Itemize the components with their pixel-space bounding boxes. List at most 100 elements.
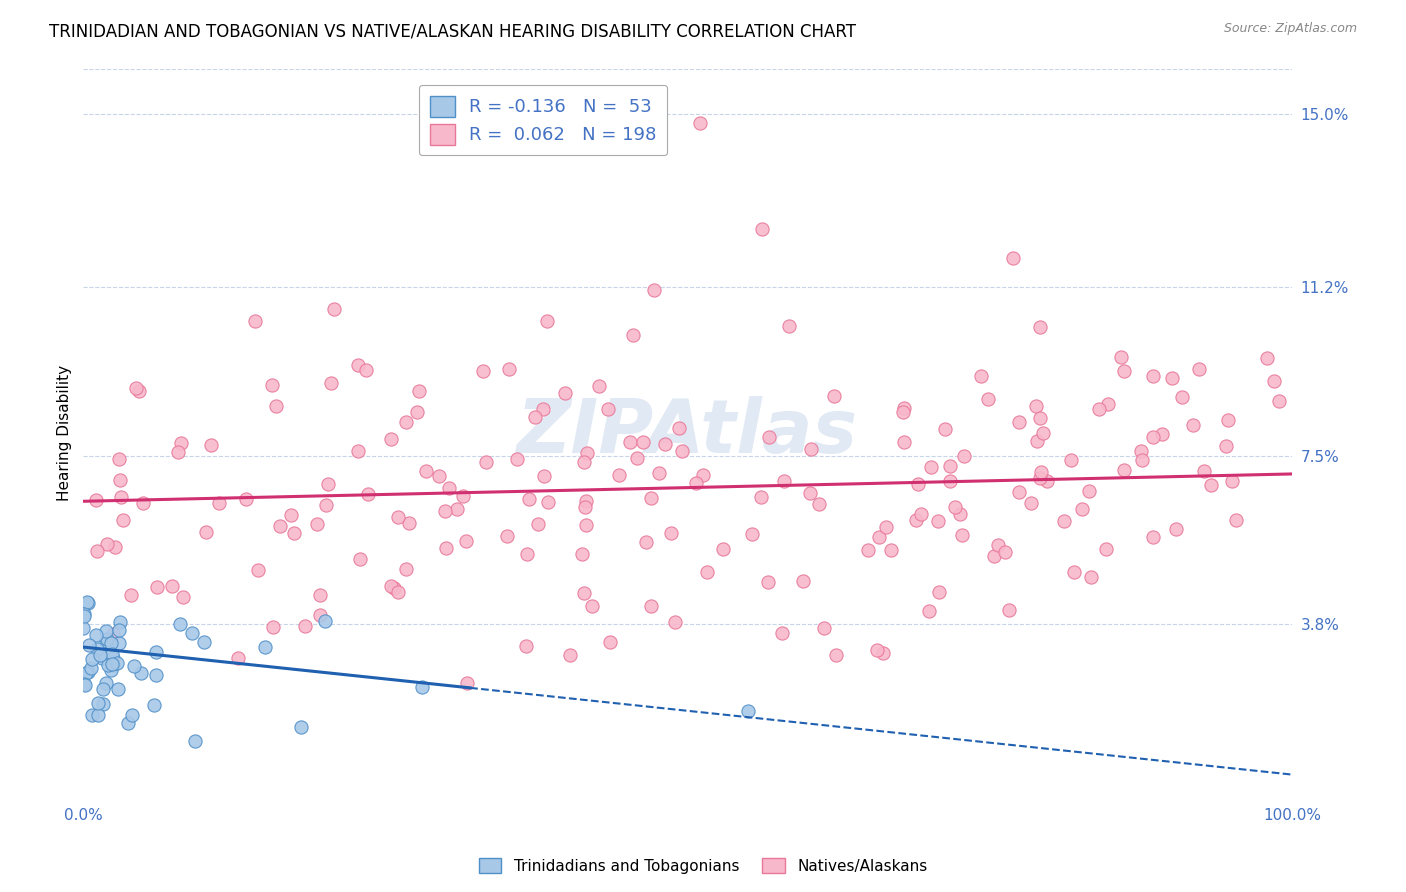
Point <box>108 636 131 650</box>
Text: TRINIDADIAN AND TOBAGONIAN VS NATIVE/ALASKAN HEARING DISABILITY CORRELATION CHAR: TRINIDADIAN AND TOBAGONIAN VS NATIVE/ALA… <box>49 22 856 40</box>
Point <box>75 665 97 680</box>
Point <box>599 635 621 649</box>
Point <box>305 517 328 532</box>
Point <box>434 541 457 555</box>
Point <box>183 734 205 748</box>
Point <box>880 542 903 557</box>
Point <box>659 526 682 541</box>
Point <box>387 510 409 524</box>
Point <box>193 635 215 649</box>
Point <box>536 314 558 328</box>
Point <box>904 513 927 527</box>
Point <box>395 562 418 576</box>
Point <box>108 473 131 487</box>
Point <box>1052 514 1074 528</box>
Point <box>76 595 98 609</box>
Point <box>1188 362 1211 376</box>
Point <box>939 458 962 473</box>
Point <box>868 530 890 544</box>
Point <box>749 490 772 504</box>
Point <box>96 537 118 551</box>
Point <box>572 455 595 469</box>
Point <box>108 623 131 637</box>
Point <box>73 609 96 624</box>
Point <box>695 566 717 580</box>
Point <box>1112 463 1135 477</box>
Point <box>145 668 167 682</box>
Point <box>575 494 598 508</box>
Point <box>772 474 794 488</box>
Point <box>813 621 835 635</box>
Point <box>1025 434 1047 449</box>
Point <box>110 615 132 629</box>
Point <box>1256 351 1278 366</box>
Point <box>640 491 662 505</box>
Point <box>349 551 371 566</box>
Point <box>96 634 118 648</box>
Point <box>866 642 889 657</box>
Point <box>1063 565 1085 579</box>
Point <box>1019 496 1042 510</box>
Point <box>253 640 276 654</box>
Point <box>1008 415 1031 429</box>
Point <box>533 469 555 483</box>
Point <box>1220 475 1243 489</box>
Point <box>437 481 460 495</box>
Point <box>998 603 1021 617</box>
Point <box>647 467 669 481</box>
Point <box>170 435 193 450</box>
Point <box>94 624 117 638</box>
Point <box>160 579 183 593</box>
Point <box>380 432 402 446</box>
Point <box>308 608 330 623</box>
Point <box>668 421 690 435</box>
Point <box>395 415 418 429</box>
Point <box>950 528 973 542</box>
Point <box>758 430 780 444</box>
Point <box>952 449 974 463</box>
Point <box>575 518 598 533</box>
Point <box>792 574 814 588</box>
Point <box>943 500 966 514</box>
Point <box>1215 439 1237 453</box>
Point <box>1166 522 1188 536</box>
Point <box>454 534 477 549</box>
Point <box>983 549 1005 563</box>
Point <box>631 435 654 450</box>
Point <box>1109 350 1132 364</box>
Point <box>108 451 131 466</box>
Point <box>280 508 302 522</box>
Point <box>387 585 409 599</box>
Point <box>1216 413 1239 427</box>
Point <box>181 626 204 640</box>
Point <box>194 524 217 539</box>
Point <box>1080 570 1102 584</box>
Point <box>208 496 231 510</box>
Point <box>96 632 118 646</box>
Point <box>927 515 949 529</box>
Point <box>1142 530 1164 544</box>
Point <box>741 527 763 541</box>
Point <box>531 402 554 417</box>
Point <box>1150 426 1173 441</box>
Point <box>433 503 456 517</box>
Legend: Trinidadians and Tobagonians, Natives/Alaskans: Trinidadians and Tobagonians, Natives/Al… <box>472 852 934 880</box>
Point <box>1161 371 1184 385</box>
Point <box>107 682 129 697</box>
Point <box>918 604 941 618</box>
Point <box>536 494 558 508</box>
Point <box>283 525 305 540</box>
Point <box>987 537 1010 551</box>
Point <box>554 386 576 401</box>
Point <box>1060 453 1083 467</box>
Point <box>1199 477 1222 491</box>
Point <box>380 579 402 593</box>
Point <box>893 435 915 450</box>
Point <box>517 491 540 506</box>
Point <box>80 661 103 675</box>
Point <box>770 625 793 640</box>
Point <box>1028 410 1050 425</box>
Point <box>122 659 145 673</box>
Point <box>357 487 380 501</box>
Point <box>456 676 478 690</box>
